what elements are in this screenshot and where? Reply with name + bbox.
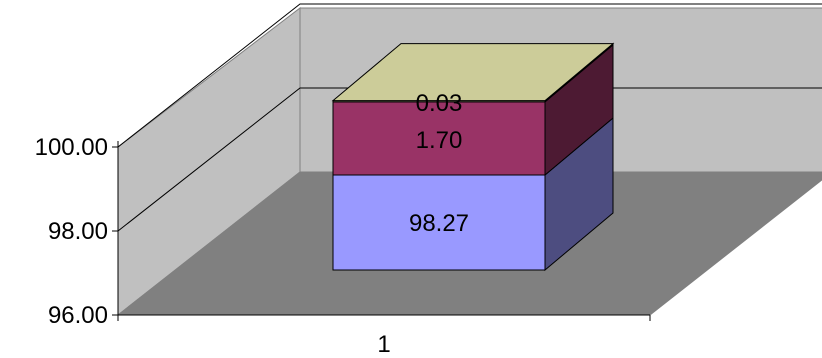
y-axis-ticks: 96.00 98.00 100.00 bbox=[35, 134, 108, 329]
data-label: 0.03 bbox=[416, 90, 463, 117]
bar-top bbox=[331, 43, 615, 102]
bar-stack bbox=[331, 42, 615, 272]
y-tick-label: 96.00 bbox=[48, 302, 108, 329]
data-labels: 98.27 1.70 0.03 bbox=[409, 90, 469, 237]
data-label: 98.27 bbox=[409, 210, 469, 237]
y-tick-label: 100.00 bbox=[35, 134, 108, 161]
data-label: 1.70 bbox=[416, 127, 463, 154]
gridline bbox=[117, 87, 822, 232]
y-tick-label: 98.00 bbox=[48, 218, 108, 245]
gridline bbox=[117, 3, 822, 148]
gridlines bbox=[117, 3, 822, 232]
x-tick-label: 1 bbox=[377, 331, 390, 358]
axes bbox=[112, 141, 651, 321]
